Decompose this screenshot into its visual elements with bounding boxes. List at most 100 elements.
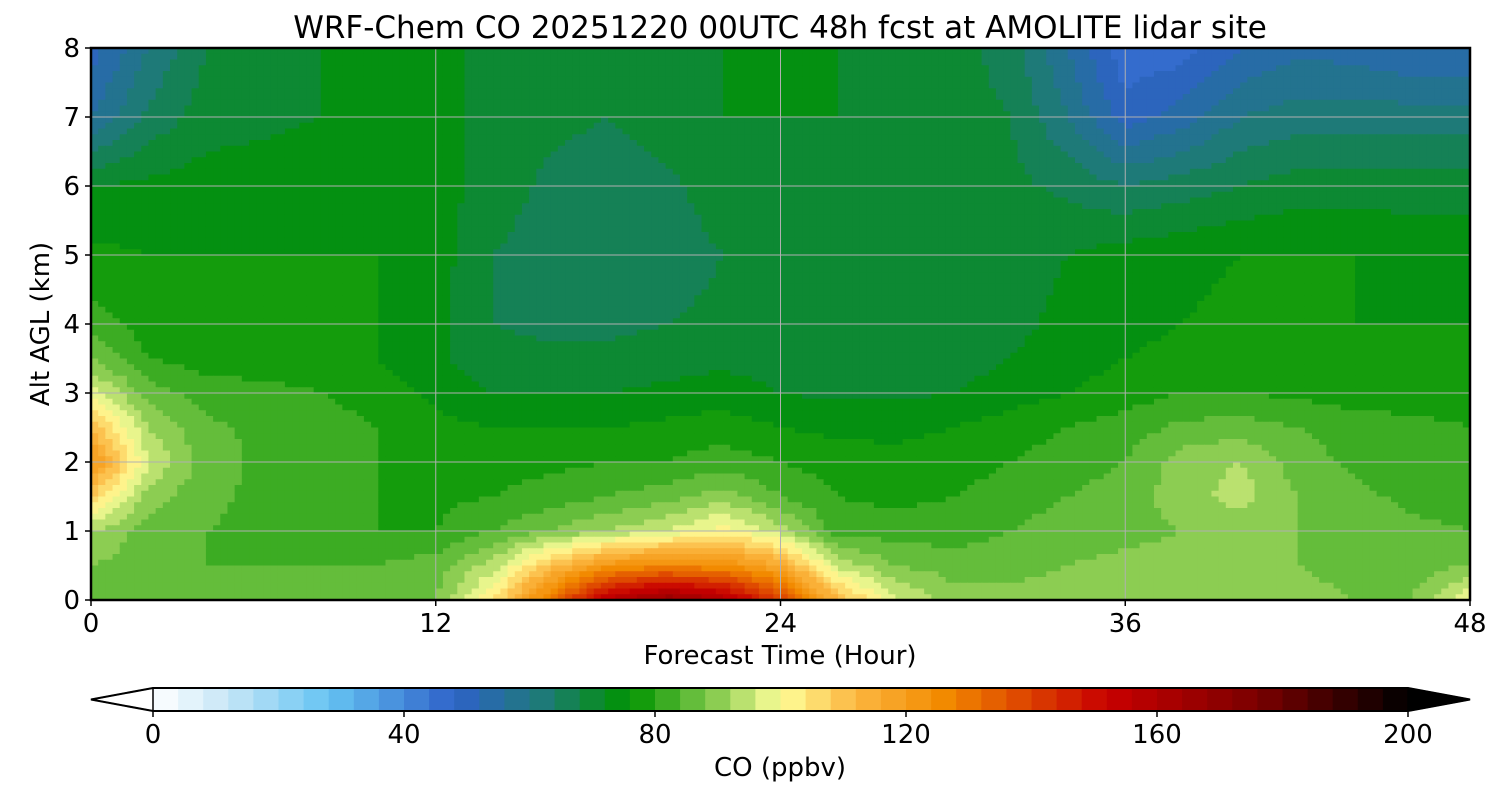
heatmap-cell — [558, 134, 566, 140]
heatmap-cell — [788, 129, 796, 135]
heatmap-cell — [1010, 175, 1018, 181]
heatmap-cell — [888, 71, 896, 77]
heatmap-cell — [1154, 175, 1162, 181]
heatmap-cell — [156, 88, 164, 94]
heatmap-cell — [939, 94, 947, 100]
heatmap-cell — [1298, 129, 1306, 135]
heatmap-cell — [1039, 77, 1047, 83]
heatmap-cell — [666, 152, 674, 158]
heatmap-cell — [285, 106, 293, 112]
heatmap-cell — [867, 163, 875, 169]
heatmap-cell — [1111, 175, 1119, 181]
heatmap-cell — [1341, 71, 1349, 77]
heatmap-cell — [414, 140, 422, 146]
heatmap-cell — [163, 152, 171, 158]
heatmap-cell — [1262, 100, 1270, 106]
heatmap-cell — [1290, 152, 1298, 158]
heatmap-cell — [1025, 192, 1033, 198]
heatmap-cell — [1176, 134, 1184, 140]
heatmap-cell — [551, 146, 559, 152]
heatmap-cell — [1384, 134, 1392, 140]
heatmap-cell — [543, 60, 551, 66]
heatmap-cell — [1104, 123, 1112, 129]
heatmap-cell — [1269, 71, 1277, 77]
heatmap-cell — [508, 134, 516, 140]
heatmap-cell — [1283, 106, 1291, 112]
heatmap-cell — [1247, 83, 1255, 89]
heatmap-cell — [199, 134, 207, 140]
heatmap-cell — [285, 146, 293, 152]
heatmap-cell — [385, 60, 393, 66]
heatmap-cell — [1125, 77, 1133, 83]
heatmap-cell — [939, 192, 947, 198]
heatmap-cell — [464, 140, 472, 146]
heatmap-cell — [982, 117, 990, 123]
heatmap-cell — [263, 106, 271, 112]
heatmap-cell — [924, 65, 932, 71]
heatmap-cell — [587, 186, 595, 192]
heatmap-cell — [407, 140, 415, 146]
heatmap-cell — [479, 129, 487, 135]
heatmap-cell — [141, 88, 149, 94]
heatmap-cell — [220, 186, 228, 192]
heatmap-cell — [220, 134, 228, 140]
heatmap-cell — [558, 192, 566, 198]
heatmap-cell — [1255, 192, 1263, 198]
heatmap-cell — [213, 77, 221, 83]
heatmap-cell — [321, 157, 329, 163]
heatmap-cell — [163, 71, 171, 77]
heatmap-cell — [256, 88, 264, 94]
heatmap-cell — [1168, 152, 1176, 158]
heatmap-cell — [1183, 94, 1191, 100]
heatmap-cell — [881, 106, 889, 112]
heatmap-cell — [1448, 163, 1456, 169]
heatmap-cell — [127, 134, 135, 140]
heatmap-cell — [1448, 106, 1456, 112]
heatmap-cell — [587, 106, 595, 112]
heatmap-cell — [1240, 186, 1248, 192]
heatmap-cell — [960, 163, 968, 169]
heatmap-cell — [443, 94, 451, 100]
heatmap-cell — [615, 117, 623, 123]
heatmap-cell — [206, 88, 214, 94]
heatmap-cell — [1298, 83, 1306, 89]
heatmap-cell — [637, 100, 645, 106]
heatmap-cell — [1075, 163, 1083, 169]
heatmap-cell — [1355, 163, 1363, 169]
heatmap-cell — [881, 163, 889, 169]
heatmap-cell — [996, 175, 1004, 181]
heatmap-cell — [1283, 175, 1291, 181]
heatmap-cell — [1161, 94, 1169, 100]
heatmap-cell — [874, 146, 882, 152]
heatmap-cell — [1326, 186, 1334, 192]
heatmap-cell — [924, 134, 932, 140]
heatmap-cell — [177, 88, 185, 94]
heatmap-cell — [1046, 83, 1054, 89]
heatmap-cell — [687, 163, 695, 169]
heatmap-cell — [1197, 175, 1205, 181]
heatmap-cell — [271, 152, 279, 158]
heatmap-cell — [364, 134, 372, 140]
heatmap-cell — [1398, 100, 1406, 106]
heatmap-cell — [680, 117, 688, 123]
heatmap-cell — [271, 94, 279, 100]
heatmap-cell — [579, 100, 587, 106]
heatmap-cell — [1233, 71, 1241, 77]
heatmap-cell — [723, 77, 731, 83]
heatmap-cell — [1046, 175, 1054, 181]
heatmap-cell — [651, 88, 659, 94]
heatmap-cell — [321, 88, 329, 94]
heatmap-cell — [1369, 100, 1377, 106]
heatmap-cell — [314, 163, 322, 169]
heatmap-cell — [996, 100, 1004, 106]
heatmap-cell — [1448, 157, 1456, 163]
heatmap-cell — [1025, 88, 1033, 94]
heatmap-cell — [1240, 163, 1248, 169]
heatmap-cell — [1326, 100, 1334, 106]
heatmap-cell — [285, 94, 293, 100]
heatmap-cell — [1384, 94, 1392, 100]
heatmap-cell — [572, 123, 580, 129]
heatmap-cell — [1061, 71, 1069, 77]
heatmap-cell — [1413, 157, 1421, 163]
heatmap-cell — [1319, 157, 1327, 163]
